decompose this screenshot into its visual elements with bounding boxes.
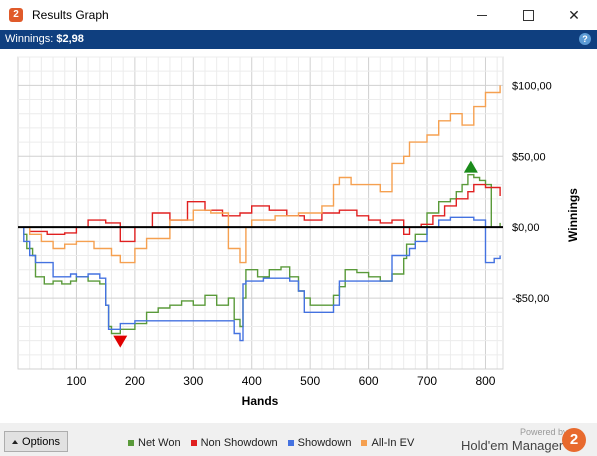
- legend: Net Won Non Showdown Showdown All-In EV: [128, 437, 414, 449]
- x-tick-label: 600: [359, 374, 379, 388]
- legend-label: Showdown: [297, 437, 352, 449]
- maximize-button[interactable]: [505, 0, 551, 30]
- legend-swatch: [361, 440, 368, 446]
- min-marker: [113, 335, 128, 348]
- x-tick-label: 800: [475, 374, 495, 388]
- legend-label: Non Showdown: [200, 437, 278, 449]
- x-tick-label: 200: [125, 374, 145, 388]
- x-axis-label: Hands: [242, 394, 279, 408]
- legend-item-non-showdown: Non Showdown: [190, 437, 278, 449]
- y-tick-label: -$50,00: [512, 293, 549, 305]
- legend-item-net-won: Net Won: [128, 437, 181, 449]
- legend-label: All-In EV: [371, 437, 415, 449]
- series-line-all-in-ev: [18, 85, 501, 264]
- legend-item-showdown: Showdown: [287, 437, 352, 449]
- x-axis-ticks: 100 200 300 400 500 600 700 800: [66, 374, 495, 388]
- results-graph: 100 200 300 400 500 600 700 800 -$50,00 $0,00 $50…: [17, 56, 580, 408]
- app-logo-icon: 2: [9, 8, 23, 22]
- max-marker: [463, 160, 478, 173]
- winnings-bar: Winnings: $2,98 ?: [0, 30, 597, 49]
- winnings-label: Winnings:: [5, 33, 54, 45]
- window-title: Results Graph: [32, 8, 109, 22]
- results-chart-area: 100 200 300 400 500 600 700 800 -$50,00 $0,00 $50…: [0, 49, 597, 423]
- legend-swatch: [287, 440, 294, 446]
- y-tick-label: $0,00: [512, 222, 540, 234]
- legend-label: Net Won: [138, 437, 181, 449]
- x-tick-label: 300: [183, 374, 203, 388]
- close-icon: ✕: [568, 6, 580, 23]
- bottom-bar: Options Net Won Non Showdown Showdown All-I…: [0, 423, 597, 456]
- legend-item-all-in-ev: All-In EV: [361, 437, 414, 449]
- brand-logo-icon: 2: [562, 428, 586, 452]
- y-tick-label: $50,00: [512, 151, 546, 163]
- maximize-icon: [522, 9, 534, 21]
- x-tick-label: 700: [417, 374, 437, 388]
- options-label: Options: [22, 435, 60, 448]
- brand-name: Hold'em Manager: [461, 438, 564, 453]
- legend-swatch: [190, 440, 197, 446]
- caret-up-icon: [12, 439, 19, 444]
- y-tick-label: $100,00: [512, 80, 552, 92]
- minimize-button[interactable]: [459, 0, 505, 30]
- markers: [113, 160, 478, 348]
- close-button[interactable]: ✕: [551, 0, 597, 30]
- powered-by-label: Powered by: [520, 427, 568, 437]
- legend-swatch: [128, 440, 134, 446]
- title-bar: 2 Results Graph ✕: [0, 0, 597, 30]
- x-tick-label: 100: [66, 374, 86, 388]
- winnings-value: $2,98: [56, 33, 84, 45]
- y-axis-label: Winnings: [566, 188, 580, 242]
- x-tick-label: 400: [242, 374, 262, 388]
- help-icon[interactable]: ?: [579, 33, 591, 45]
- winnings-summary: Winnings: $2,98: [5, 33, 84, 45]
- options-button[interactable]: Options: [4, 431, 68, 452]
- x-tick-label: 500: [300, 374, 320, 388]
- y-axis-ticks: -$50,00 $0,00 $50,00 $100,00: [512, 80, 552, 305]
- minimize-icon: [477, 14, 487, 16]
